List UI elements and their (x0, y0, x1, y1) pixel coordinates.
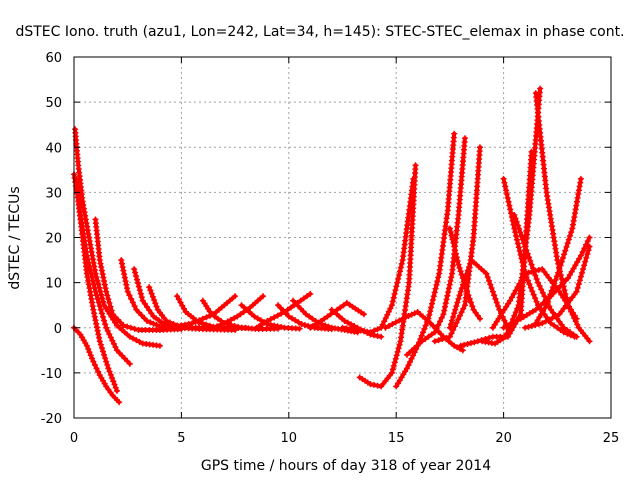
y-tick-label: 50 (45, 96, 62, 111)
series-11 (199, 297, 282, 333)
series-13 (238, 302, 303, 332)
series-20 (339, 175, 417, 336)
series-markers (393, 130, 458, 390)
y-tick-label: 10 (45, 277, 62, 292)
x-tick-label: 5 (177, 431, 185, 446)
series-layer (71, 85, 593, 406)
series-12 (210, 293, 267, 331)
series-8 (146, 284, 217, 331)
series-markers (356, 162, 419, 390)
series-markers (210, 293, 267, 331)
y-tick-label: 60 (45, 51, 62, 66)
x-tick-label: 20 (495, 431, 512, 446)
y-tick-label: -10 (41, 367, 62, 382)
series-33 (500, 234, 593, 331)
y-axis-title: dSTEC / TECUs (7, 186, 23, 289)
series-markers (339, 175, 417, 336)
y-tick-label: -20 (41, 412, 62, 427)
series-15 (275, 302, 335, 333)
series-19 (356, 162, 419, 390)
series-2 (72, 126, 163, 349)
y-tick-label: 20 (45, 232, 62, 247)
series-markers (500, 234, 593, 331)
y-tick-label: 30 (45, 186, 62, 201)
x-tick-label: 15 (388, 431, 405, 446)
series-markers (199, 297, 282, 333)
x-tick-label: 0 (70, 431, 78, 446)
series-5 (92, 216, 185, 334)
series-34 (522, 243, 593, 331)
chart-title: dSTEC Iono. truth (azu1, Lon=242, Lat=34… (15, 24, 624, 40)
series-23 (382, 308, 466, 354)
series-markers (73, 175, 133, 367)
series-markers (500, 175, 578, 340)
series-markers (92, 216, 185, 334)
series-4 (73, 175, 133, 367)
y-tick-label: 0 (54, 322, 62, 337)
x-axis-title: GPS time / hours of day 318 of year 2014 (201, 458, 491, 474)
x-tick-label: 10 (281, 431, 298, 446)
series-markers (72, 126, 163, 349)
series-1 (71, 324, 123, 406)
series-markers (167, 293, 239, 331)
series-markers (522, 243, 593, 331)
grid (74, 57, 611, 418)
y-tick-label: 40 (45, 141, 62, 156)
axis-ticks: 0 5 10 15 20 25 -20 -10 0 10 20 30 40 50 60 (41, 51, 620, 446)
series-35 (489, 266, 580, 331)
series-markers (253, 290, 314, 331)
series-markers (71, 324, 123, 406)
series-markers (489, 266, 580, 331)
x-tick-label: 25 (603, 431, 620, 446)
series-25 (431, 144, 483, 345)
